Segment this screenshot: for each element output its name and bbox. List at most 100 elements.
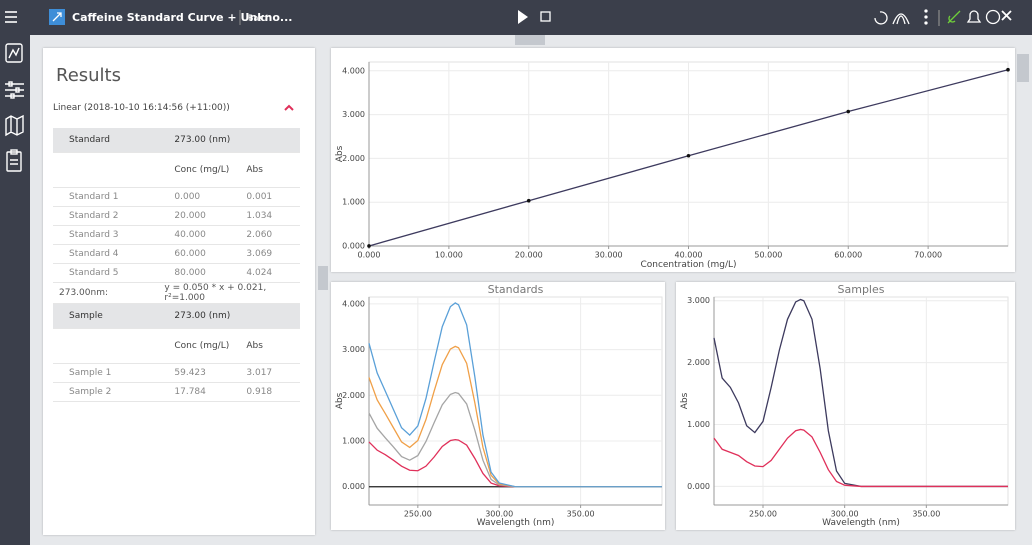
table-cell: 59.423 [164, 364, 232, 383]
x-tick-label: 40.000 [675, 251, 703, 260]
table-cell: Standard 3 [53, 226, 164, 245]
samples-chart: 0.0001.0002.0003.000250.00300.00350.00Sa… [676, 282, 1015, 530]
chart-title: Standards [488, 283, 544, 296]
table-cell: 40.000 [164, 226, 232, 245]
data-point [367, 244, 371, 248]
collapse-tab[interactable] [515, 35, 545, 45]
splitter[interactable] [318, 266, 328, 290]
table-cell: 4.024 [232, 264, 300, 283]
y-tick-label: 0.000 [342, 482, 365, 491]
standards-chart: 0.0001.0002.0003.0004.000250.00300.00350… [331, 282, 665, 530]
column-header: Conc (mg/L)Abs [53, 153, 300, 188]
section-header: Sample273.00 (nm) [53, 304, 300, 329]
more-button[interactable] [925, 10, 927, 24]
table-cell: 273.00 (nm) [164, 304, 232, 329]
results-panel: Results Linear (2018-10-10 16:14:56 (+11… [43, 48, 315, 535]
column-header: Conc (mg/L)Abs [53, 329, 300, 364]
run-button[interactable] [518, 10, 528, 24]
refresh-button[interactable] [875, 12, 887, 24]
chart-title: Samples [838, 283, 885, 296]
table-cell: 2.060 [232, 226, 300, 245]
table-cell: Standard 4 [53, 245, 164, 264]
table-cell: Sample 1 [53, 364, 164, 383]
plot-area [714, 297, 1008, 505]
table-cell [232, 304, 300, 329]
x-tick-label: 250.00 [749, 510, 777, 519]
table-cell [232, 128, 300, 153]
collapse-button[interactable] [283, 103, 295, 113]
x-tick-label: 10.000 [435, 251, 463, 260]
table-cell: 3.069 [232, 245, 300, 264]
sidebar-icons [0, 35, 30, 195]
x-tick-label: 350.00 [912, 510, 940, 519]
table-cell: Standard 5 [53, 264, 164, 283]
x-tick-label: 0.000 [358, 251, 381, 260]
help-button[interactable] [987, 11, 1000, 24]
stop-button[interactable] [541, 12, 550, 21]
table-cell: 0.000 [164, 188, 232, 207]
table-cell: Conc (mg/L) [164, 329, 232, 364]
y-tick-label: 1.000 [342, 198, 365, 207]
y-tick-label: 3.000 [687, 296, 710, 305]
notifications-button[interactable] [968, 11, 980, 22]
table-cell: 3.017 [232, 364, 300, 383]
standards-panel: 0.0001.0002.0003.0004.000250.00300.00350… [331, 282, 665, 530]
y-tick-label: 1.000 [342, 437, 365, 446]
table-cell: Standard 1 [53, 188, 164, 207]
x-axis-label: Wavelength (nm) [477, 518, 555, 528]
table-cell: Abs [232, 329, 300, 364]
data-point [687, 154, 691, 158]
table-cell: Sample [53, 304, 164, 329]
close-button[interactable] [1002, 11, 1011, 20]
link-button[interactable] [948, 11, 960, 23]
table-cell: 1.034 [232, 207, 300, 226]
y-axis-label: Abs [335, 145, 345, 162]
series-line [369, 393, 662, 487]
peaks-button[interactable] [893, 14, 909, 24]
map-nav[interactable] [6, 116, 23, 135]
x-tick-label: 20.000 [515, 251, 543, 260]
table-cell: 80.000 [164, 264, 232, 283]
table-cell: 273.00nm: [53, 283, 164, 304]
table-cell [53, 329, 164, 364]
results-table: Standard273.00 (nm)Conc (mg/L)AbsStandar… [53, 128, 300, 402]
series-line [369, 346, 662, 486]
calibration-panel: 0.0001.0002.0003.0004.0000.00010.00020.0… [331, 48, 1015, 272]
y-tick-label: 4.000 [342, 299, 365, 308]
series-line [714, 429, 1008, 486]
mode-label[interactable]: Batch [248, 14, 271, 23]
sidebar [0, 35, 30, 545]
y-tick-label: 1.000 [687, 420, 710, 429]
method-row: Linear (2018-10-10 16:14:56 (+11:00)) [53, 103, 230, 113]
standard-row: Standard 580.0004.024 [53, 264, 300, 283]
y-tick-label: 4.000 [342, 66, 365, 75]
x-tick-label: 60.000 [834, 251, 862, 260]
table-cell: Standard 2 [53, 207, 164, 226]
x-tick-label: 30.000 [595, 251, 623, 260]
standard-row: Standard 460.0003.069 [53, 245, 300, 264]
y-axis-label: Abs [335, 392, 345, 409]
sample-row: Sample 159.4233.017 [53, 364, 300, 383]
menu-button[interactable] [5, 12, 17, 22]
table-cell: Sample 2 [53, 383, 164, 402]
standard-row: Standard 340.0002.060 [53, 226, 300, 245]
y-axis-label: Abs [680, 392, 690, 409]
x-tick-label: 350.00 [567, 510, 595, 519]
x-axis-label: Concentration (mg/L) [640, 260, 736, 270]
y-tick-label: 2.000 [687, 358, 710, 367]
side-tab[interactable] [1017, 54, 1029, 82]
x-tick-label: 50.000 [754, 251, 782, 260]
results-nav[interactable] [6, 44, 22, 62]
equation-row: 273.00nm:y = 0.050 * x + 0.021, r²=1.000 [53, 283, 300, 304]
y-tick-label: 0.000 [342, 242, 365, 251]
settings-nav[interactable] [5, 82, 24, 98]
table-cell: 20.000 [164, 207, 232, 226]
report-nav[interactable] [7, 150, 21, 171]
top-bar: Caffeine Standard Curve + Unkno... Batch [0, 0, 1032, 35]
table-cell: 0.001 [232, 188, 300, 207]
table-cell: 17.784 [164, 383, 232, 402]
standard-row: Standard 220.0001.034 [53, 207, 300, 226]
x-tick-label: 250.00 [404, 510, 432, 519]
table-cell: Abs [232, 153, 300, 188]
